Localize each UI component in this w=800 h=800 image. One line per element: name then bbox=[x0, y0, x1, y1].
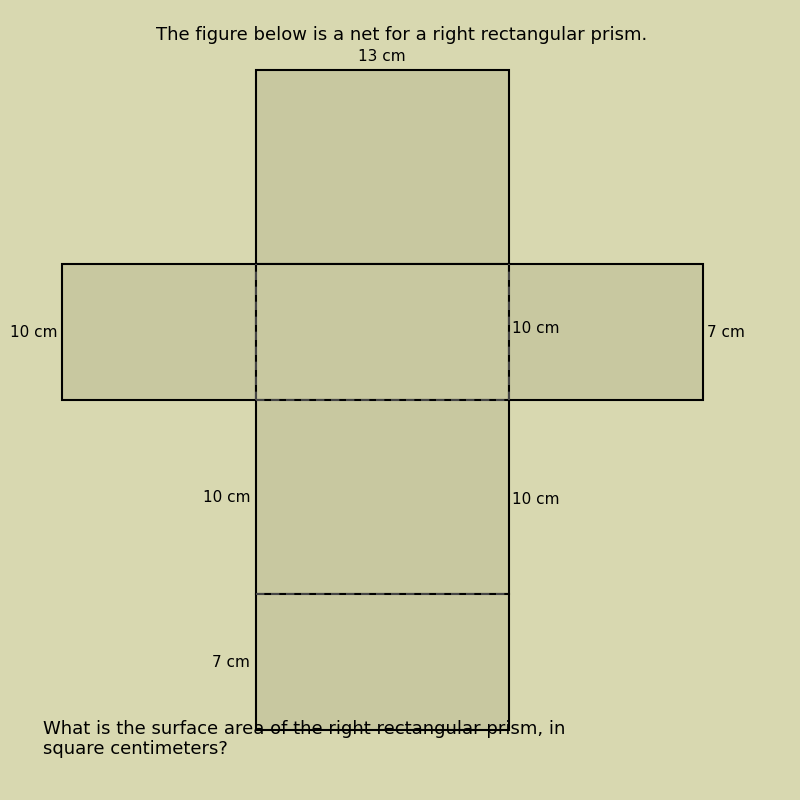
Text: 10 cm: 10 cm bbox=[513, 321, 560, 336]
Text: 13 cm: 13 cm bbox=[358, 49, 406, 64]
Bar bbox=[256, 400, 509, 594]
Text: 10 cm: 10 cm bbox=[10, 325, 58, 339]
Text: 10 cm: 10 cm bbox=[202, 490, 250, 505]
Text: What is the surface area of the right rectangular prism, in
square centimeters?: What is the surface area of the right re… bbox=[43, 720, 566, 758]
Bar bbox=[256, 70, 509, 264]
Text: 7 cm: 7 cm bbox=[212, 654, 250, 670]
Text: 7 cm: 7 cm bbox=[706, 325, 745, 339]
Text: 10 cm: 10 cm bbox=[513, 491, 560, 506]
Bar bbox=[62, 264, 256, 400]
Text: The figure below is a net for a right rectangular prism.: The figure below is a net for a right re… bbox=[156, 26, 647, 44]
Bar bbox=[509, 264, 703, 400]
Bar bbox=[256, 264, 509, 400]
Bar bbox=[256, 594, 509, 730]
